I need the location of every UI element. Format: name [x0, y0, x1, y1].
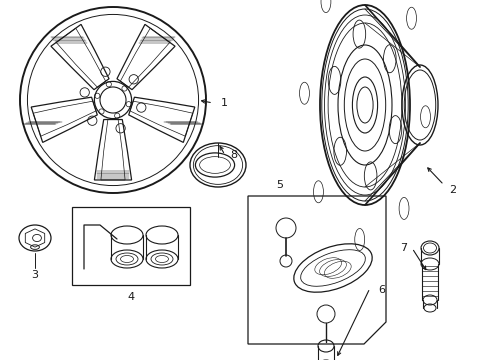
Text: 3: 3	[31, 270, 39, 280]
Text: 1: 1	[221, 98, 228, 108]
Bar	[72, 207, 190, 285]
Text: 4: 4	[127, 292, 135, 302]
Text: 8: 8	[230, 150, 237, 160]
Text: 6: 6	[378, 285, 385, 295]
Text: 7: 7	[400, 243, 407, 253]
Text: 5: 5	[276, 180, 284, 190]
Text: 2: 2	[449, 185, 456, 195]
